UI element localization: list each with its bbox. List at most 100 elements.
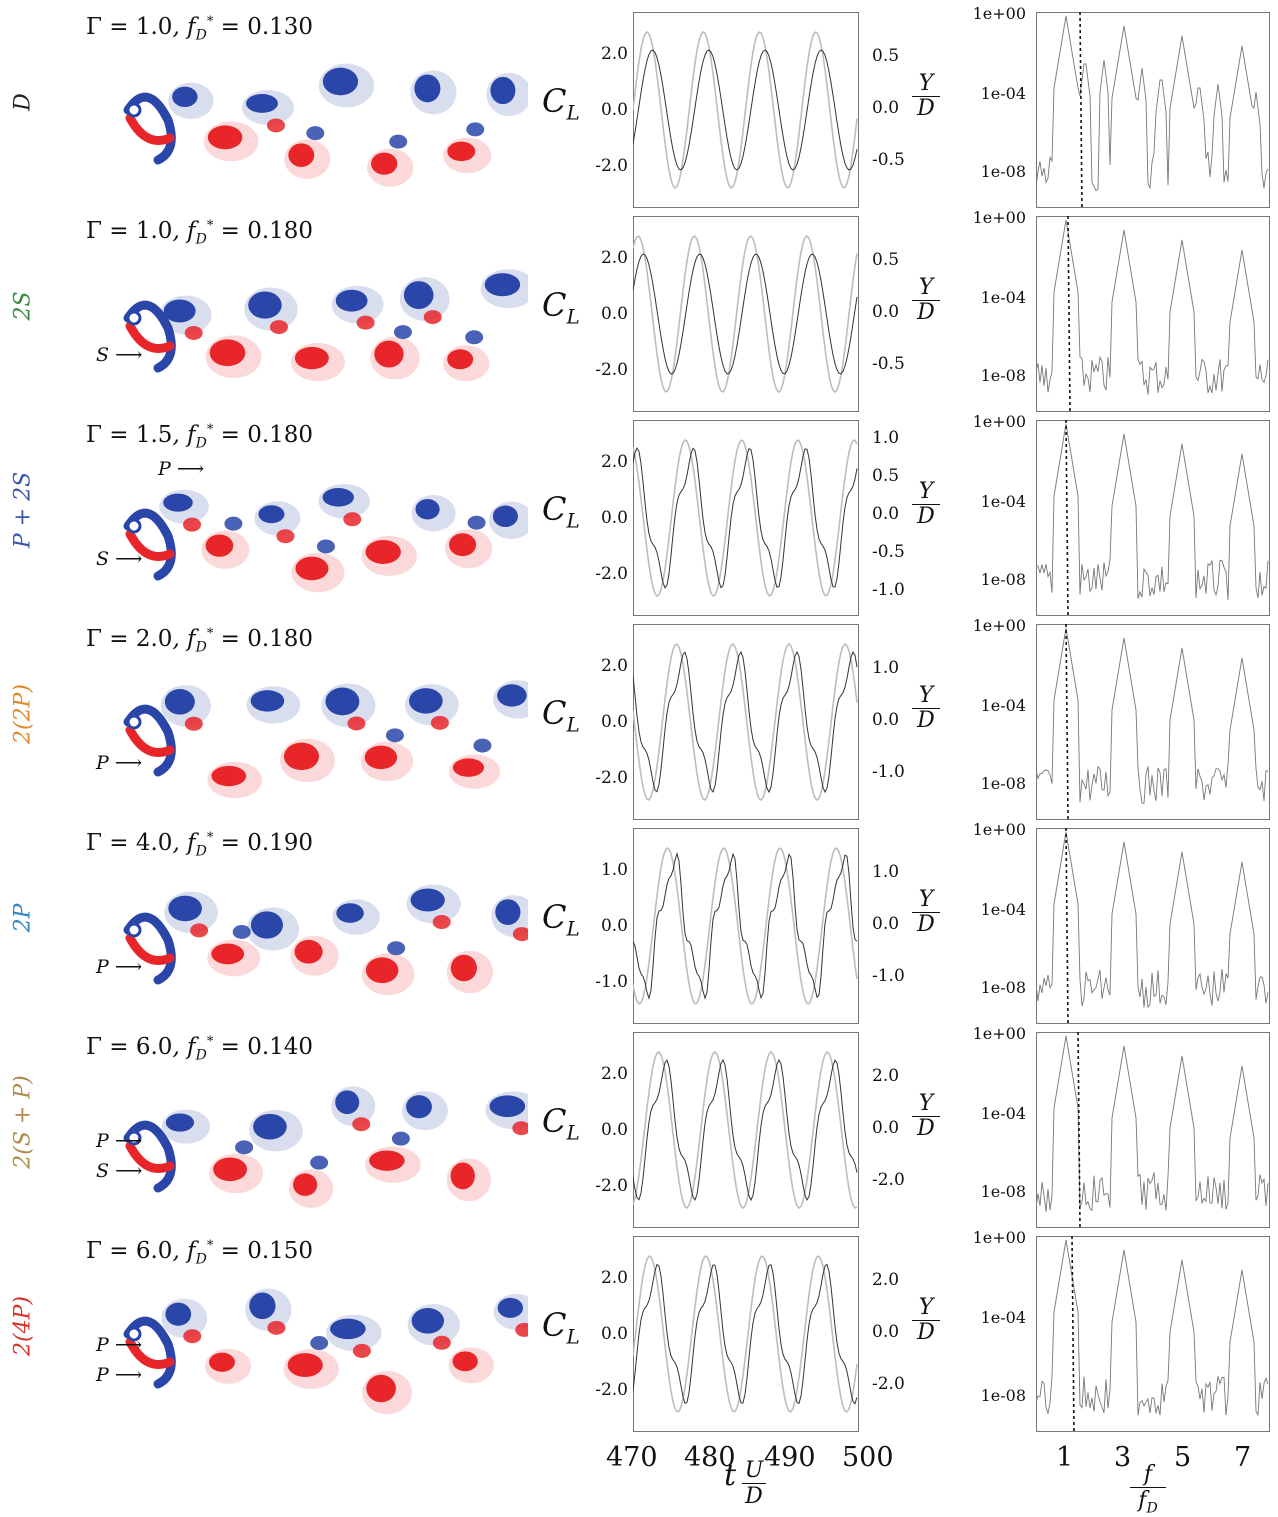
cl-axis-label: CL xyxy=(542,490,580,533)
fd-value: 0.180 xyxy=(247,218,314,244)
shedding-label: P ⟶ xyxy=(96,1130,143,1152)
y-tick: -1.0 xyxy=(872,966,905,986)
gamma-value: 1.0 xyxy=(135,14,173,40)
time-label-den: D xyxy=(745,1484,763,1509)
shedding-label: P ⟶ xyxy=(96,956,143,978)
gamma-value: 1.5 xyxy=(135,422,173,448)
figure-row: P + 2S Γ = 1.5, fD* = 0.180 P ⟶ S ⟶ CL 2.0 0.0… xyxy=(0,408,1278,616)
spectrum-tick: 1e+00 xyxy=(972,412,1026,431)
spectrum-tick: 1e+00 xyxy=(972,1024,1026,1043)
freq-label-den: fD xyxy=(1138,1488,1158,1517)
cl-tick: 0.0 xyxy=(600,1120,628,1140)
fd-value: 0.130 xyxy=(247,14,314,40)
cl-tick: 1.0 xyxy=(600,860,628,880)
cl-tick: 2.0 xyxy=(600,656,628,676)
y-tick: 0.5 xyxy=(872,46,900,66)
gamma-value: 2.0 xyxy=(135,626,173,652)
frequency-spectrum xyxy=(1036,624,1270,820)
vorticity-wake xyxy=(123,1288,528,1415)
y-tick: 0.0 xyxy=(872,504,900,524)
mode-text: 2(4P) xyxy=(10,1296,36,1356)
cl-tick: 0.0 xyxy=(600,508,628,528)
y-tick: 0.0 xyxy=(872,914,900,934)
spectrum-tick: 1e+00 xyxy=(972,208,1026,227)
cl-axis-label: CL xyxy=(542,694,580,737)
cl-tick: -2.0 xyxy=(595,1176,628,1196)
cl-axis-label: CL xyxy=(542,286,580,329)
vorticity-wake xyxy=(123,63,528,187)
cl-axis-label: CL xyxy=(542,1306,580,1349)
freq-tick: 3 xyxy=(1114,1442,1132,1473)
cl-tick: -1.0 xyxy=(595,972,628,992)
spectrum-tick: 1e-08 xyxy=(980,978,1026,997)
shedding-label: P ⟶ xyxy=(96,1334,143,1356)
mode-text: 2S xyxy=(10,291,36,321)
cl-tick: 2.0 xyxy=(600,44,628,64)
mode-label: 2(4P) xyxy=(6,1224,40,1428)
spectrum-tick: 1e-04 xyxy=(980,696,1026,715)
y-tick: 2.0 xyxy=(872,1066,900,1086)
spectrum-tick: 1e+00 xyxy=(972,4,1026,23)
spectrum-tick: 1e-04 xyxy=(980,288,1026,307)
cl-tick: 2.0 xyxy=(600,452,628,472)
freq-tick: 7 xyxy=(1234,1442,1252,1473)
vorticity-wake xyxy=(123,884,528,996)
mode-text: D xyxy=(10,93,36,111)
spectrum-tick: 1e-08 xyxy=(980,1386,1026,1405)
shedding-label: P ⟶ xyxy=(158,458,205,480)
figure-row: 2(S + P) Γ = 6.0, fD* = 0.140 P ⟶ S ⟶ CL 2.0 0… xyxy=(0,1020,1278,1228)
freq-tick: 1 xyxy=(1056,1442,1074,1473)
cl-tick: 0.0 xyxy=(600,712,628,732)
cl-tick: 2.0 xyxy=(600,1064,628,1084)
spectrum-tick: 1e+00 xyxy=(972,616,1026,635)
gamma-value: 4.0 xyxy=(135,830,173,856)
frequency-spectrum xyxy=(1036,1236,1270,1432)
spectrum-tick: 1e-08 xyxy=(980,570,1026,589)
mode-text: 2P xyxy=(10,903,36,933)
y-tick: 0.5 xyxy=(872,466,900,486)
y-tick: 1.0 xyxy=(872,862,900,882)
time-tick: 480 xyxy=(684,1442,736,1473)
spectrum-tick: 1e+00 xyxy=(972,1228,1026,1247)
spectrum-tick: 1e-08 xyxy=(980,774,1026,793)
vorticity-wake xyxy=(123,483,528,593)
y-tick: 1.0 xyxy=(872,658,900,678)
y-tick: -2.0 xyxy=(872,1374,905,1394)
cl-tick: 0.0 xyxy=(600,916,628,936)
frequency-spectrum xyxy=(1036,828,1270,1024)
y-tick: 0.0 xyxy=(872,302,900,322)
fd-value: 0.180 xyxy=(247,626,314,652)
spectrum-tick: 1e-04 xyxy=(980,900,1026,919)
cl-time-series xyxy=(633,828,859,1024)
vorticity-wake xyxy=(123,680,528,799)
y-tick: 0.5 xyxy=(872,250,900,270)
parameters: Γ = 1.5, fD* = 0.180 xyxy=(86,422,314,452)
vorticity-wake xyxy=(123,269,528,382)
mode-label: 2(2P) xyxy=(6,612,40,816)
y-tick: 0.0 xyxy=(872,1118,900,1138)
cl-axis-label: CL xyxy=(542,1102,580,1145)
cl-tick: 2.0 xyxy=(600,248,628,268)
cl-time-series xyxy=(633,216,859,412)
figure-row: 2(4P) Γ = 6.0, fD* = 0.150 P ⟶ P ⟶ CL 2.0 0.0 -… xyxy=(0,1224,1278,1432)
mode-label: 2S xyxy=(6,204,40,408)
figure-row: 2(2P) Γ = 2.0, fD* = 0.180 P ⟶ CL 2.0 0.0 -2.0… xyxy=(0,612,1278,820)
cl-time-series xyxy=(633,624,859,820)
cl-tick: 2.0 xyxy=(600,1268,628,1288)
mode-text: P + 2S xyxy=(10,471,36,549)
cl-tick: 0.0 xyxy=(600,1324,628,1344)
parameters: Γ = 4.0, fD* = 0.190 xyxy=(86,830,314,860)
mode-label: 2(S + P) xyxy=(6,1020,40,1224)
spectrum-tick: 1e-08 xyxy=(980,1182,1026,1201)
figure-row: 2P Γ = 4.0, fD* = 0.190 P ⟶ CL 1.0 0.0 -1.0 1.0… xyxy=(0,816,1278,1024)
y-tick: 1.0 xyxy=(872,428,900,448)
mode-label: 2P xyxy=(6,816,40,1020)
frequency-spectrum xyxy=(1036,12,1270,208)
cl-tick: -2.0 xyxy=(595,156,628,176)
